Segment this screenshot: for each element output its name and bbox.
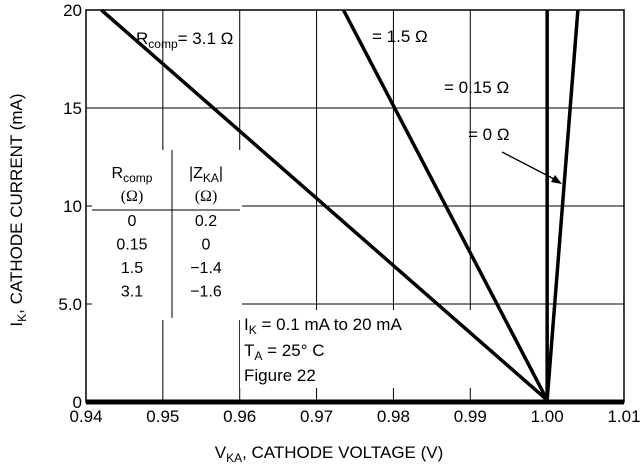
condition-line-2-main: T	[244, 341, 254, 360]
table-col2-unit: (Ω)	[195, 188, 218, 205]
x-axis-title: VKA, CATHODE VOLTAGE (V)	[215, 443, 444, 465]
x-tick-labels: 0.94 0.95 0.96 0.97 0.98 0.99 1.00 1.01	[69, 407, 640, 426]
condition-line-1: IK = 0.1 mA to 20 mA	[244, 315, 402, 337]
y-axis-title-sub: K	[15, 314, 29, 322]
x-tick-label: 1.00	[531, 407, 564, 426]
table-col1-header: Rcomp	[112, 165, 153, 185]
label-0-15-ohm: = 0.15 Ω	[444, 78, 509, 97]
y-axis-title-rest: , CATHODE CURRENT (mA)	[7, 93, 26, 313]
table-col1-header-sub: comp	[123, 171, 153, 185]
x-axis-title-main: V	[215, 443, 227, 462]
y-tick-label: 0	[73, 393, 82, 412]
table-background	[92, 150, 242, 320]
table-col2-header: |ZKA|	[189, 165, 223, 185]
table-cell-rcomp: 0.15	[116, 237, 147, 254]
table-cell-zka: 0.2	[195, 213, 217, 230]
rcomp-label: Rcomp= 3.1 Ω	[136, 29, 233, 51]
x-tick-label: 0.99	[454, 407, 487, 426]
annotation-arrow-head	[551, 175, 562, 184]
condition-line-2-sub: A	[254, 349, 262, 363]
conditions-background	[240, 310, 474, 388]
series-lines	[100, 8, 580, 402]
x-tick-label: 0.98	[377, 407, 410, 426]
condition-line-1-main: I	[244, 315, 249, 334]
condition-line-1-sub: K	[249, 323, 257, 337]
comparison-table: Rcomp (Ω) |ZKA| (Ω) 0 0.2 0.15 0 1.5 −1.4 3.1 −…	[92, 150, 240, 318]
x-axis-title-sub: KA	[226, 451, 242, 465]
table-cell-rcomp: 3.1	[121, 284, 143, 301]
y-tick-label: 15	[63, 99, 82, 118]
x-tick-label: 1.01	[607, 407, 640, 426]
x-tick-label: 0.97	[300, 407, 333, 426]
conditions-block: IK = 0.1 mA to 20 mA TA = 25° C Figure 2…	[244, 315, 402, 385]
annotation-arrow-line	[501, 151, 557, 181]
table-cell-rcomp: 0	[128, 213, 137, 230]
table-rows: 0 0.2 0.15 0 1.5 −1.4 3.1 −1.6	[116, 213, 221, 301]
y-axis-title: IK, CATHODE CURRENT (mA)	[7, 93, 29, 326]
label-1-5-ohm: = 1.5 Ω	[372, 27, 428, 46]
condition-line-2-rest: = 25° C	[262, 341, 324, 360]
table-col2-header-sub: KA	[203, 171, 219, 185]
rcomp-label-rest: = 3.1 Ω	[178, 29, 234, 48]
y-tick-label: 5.0	[58, 295, 82, 314]
label-0-ohm: = 0 Ω	[468, 125, 510, 144]
series-line-3	[545, 9, 580, 401]
y-tick-labels: 0 5.0 10 15 20	[58, 1, 82, 412]
table-col1-header-main: R	[112, 165, 124, 182]
y-tick-label: 20	[63, 1, 82, 20]
table-col2-header-post: |	[219, 165, 223, 182]
table-col1-unit: (Ω)	[121, 188, 144, 205]
x-tick-label: 0.96	[223, 407, 256, 426]
rcomp-label-main: R	[136, 29, 148, 48]
table-cell-rcomp: 1.5	[121, 260, 143, 277]
condition-line-1-rest: = 0.1 mA to 20 mA	[257, 315, 403, 334]
condition-line-3: Figure 22	[244, 366, 316, 385]
table-col2-header-main: |Z	[189, 165, 203, 182]
y-tick-label: 10	[63, 197, 82, 216]
x-tick-label: 0.95	[146, 407, 179, 426]
x-tick-label: 0.94	[69, 407, 102, 426]
table-cell-zka: 0	[202, 237, 211, 254]
condition-line-2: TA = 25° C	[244, 341, 325, 363]
table-cell-zka: −1.6	[190, 284, 222, 301]
table-cell-zka: −1.4	[190, 260, 222, 277]
x-axis-title-rest: , CATHODE VOLTAGE (V)	[242, 443, 443, 462]
series-line-1	[341, 9, 549, 401]
y-axis-title-main: I	[7, 322, 26, 327]
rcomp-label-sub: comp	[148, 37, 178, 51]
series-line-0	[100, 8, 549, 402]
